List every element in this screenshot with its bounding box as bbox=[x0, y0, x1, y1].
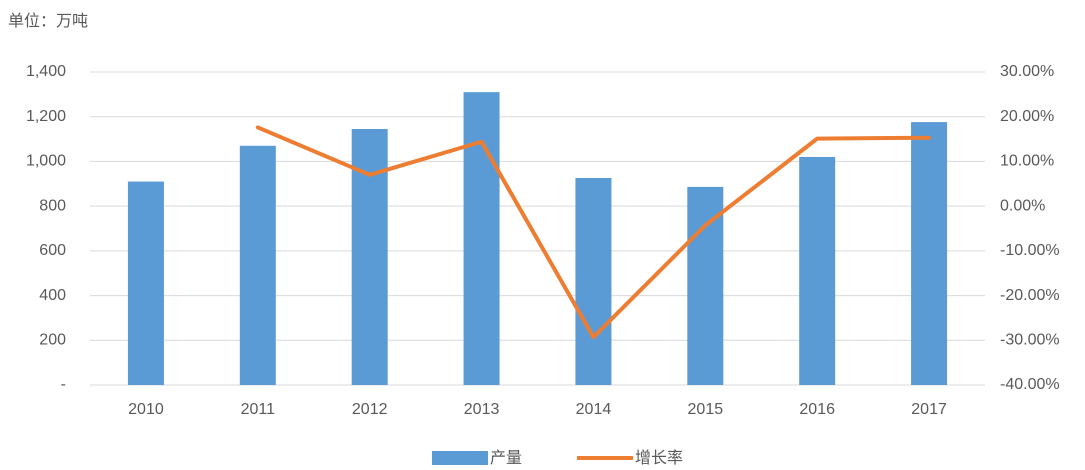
y2-tick-label: 0.00% bbox=[1000, 197, 1045, 214]
bar bbox=[911, 122, 948, 385]
y2-tick-label: 10.00% bbox=[1000, 153, 1054, 170]
unit-label: 单位：万吨 bbox=[8, 12, 88, 30]
y2-tick-label: -30.00% bbox=[1000, 332, 1060, 349]
y2-tick-label: 20.00% bbox=[1000, 108, 1054, 125]
y2-tick-label: -20.00% bbox=[1000, 287, 1060, 304]
line bbox=[255, 125, 932, 340]
legend-label: 增长率 bbox=[635, 449, 683, 467]
y-tick-label: - bbox=[61, 376, 66, 393]
y2-tick-label: -10.00% bbox=[1000, 242, 1060, 259]
x-tick-label: 2017 bbox=[911, 401, 947, 418]
y-tick-label: 400 bbox=[39, 287, 66, 304]
bar bbox=[127, 181, 164, 385]
x-tick-label: 2015 bbox=[688, 401, 724, 418]
x-tick-label: 2016 bbox=[799, 401, 835, 418]
x-tick-label: 2013 bbox=[464, 401, 500, 418]
y-tick-label: 1,000 bbox=[26, 153, 66, 170]
y-tick-label: 1,400 bbox=[26, 63, 66, 80]
x-tick-label: 2012 bbox=[352, 401, 388, 418]
x-tick-label: 2011 bbox=[241, 401, 276, 418]
bar bbox=[799, 156, 836, 385]
legend-swatch bbox=[432, 451, 488, 465]
y-tick-label: 800 bbox=[39, 197, 66, 214]
legend-label: 产量 bbox=[490, 449, 522, 467]
bar bbox=[463, 92, 500, 385]
y2-tick-label: -40.00% bbox=[1000, 376, 1060, 393]
y-tick-label: 1,200 bbox=[26, 108, 66, 125]
x-tick-label: 2014 bbox=[576, 401, 612, 418]
bar bbox=[575, 177, 612, 385]
bar bbox=[687, 186, 724, 385]
y-tick-label: 200 bbox=[39, 332, 66, 349]
y-tick-label: 600 bbox=[39, 242, 66, 259]
y2-tick-label: 30.00% bbox=[1000, 63, 1054, 80]
x-tick-label: 2010 bbox=[128, 401, 164, 418]
bar bbox=[239, 145, 276, 385]
